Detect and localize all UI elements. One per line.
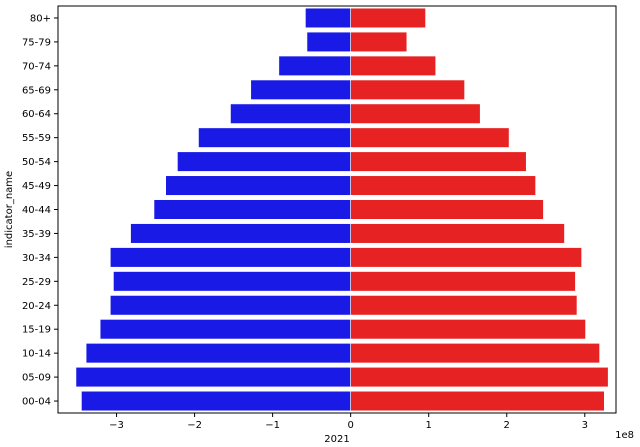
y-tick-label: 15-19 — [22, 325, 51, 336]
x-tick-label: 0 — [347, 420, 353, 431]
x-tick-label: 2 — [504, 420, 510, 431]
bar-right-35-39 — [350, 223, 565, 244]
bar-left-20-24 — [109, 295, 351, 316]
bar-left-80+ — [305, 7, 351, 29]
bar-right-30-34 — [350, 247, 582, 268]
y-tick-label: 30-34 — [22, 253, 51, 264]
bar-right-20-24 — [350, 295, 578, 316]
y-tick-label: 55-59 — [22, 133, 51, 144]
bar-left-10-14 — [85, 343, 351, 364]
bar-left-40-44 — [153, 199, 351, 220]
bar-right-45-49 — [350, 175, 536, 196]
y-tick-label: 60-64 — [22, 109, 51, 120]
bar-right-50-54 — [350, 151, 527, 172]
y-tick-label: 75-79 — [22, 37, 51, 48]
bar-left-55-59 — [198, 127, 351, 148]
y-tick-label: 10-14 — [22, 349, 51, 360]
y-tick-label: 70-74 — [22, 61, 51, 72]
bar-left-65-69 — [250, 79, 351, 100]
y-tick-label: 20-24 — [22, 301, 51, 312]
bar-left-70-74 — [278, 55, 351, 76]
bar-right-80+ — [350, 7, 426, 29]
y-tick-label: 65-69 — [22, 85, 51, 96]
bar-left-75-79 — [306, 31, 351, 53]
bar-right-65-69 — [350, 79, 465, 100]
y-tick-label: 40-44 — [22, 205, 51, 216]
y-tick-label: 50-54 — [22, 157, 51, 168]
y-tick-label: 80+ — [30, 13, 51, 24]
y-tick-label: 45-49 — [22, 181, 51, 192]
bar-right-55-59 — [350, 127, 510, 148]
bar-left-50-54 — [177, 151, 351, 172]
bar-right-00-04 — [350, 390, 605, 412]
bar-right-40-44 — [350, 199, 544, 220]
ticks-layer: 80+ 75-79 70-74 65-69 60-64 55-59 50-54 45-49 40… — [22, 13, 588, 431]
bar-right-25-29 — [350, 271, 576, 292]
plot-frame — [57, 5, 617, 414]
bar-left-15-19 — [99, 319, 351, 340]
bar-right-70-74 — [350, 55, 437, 76]
y-tick-label: 25-29 — [22, 277, 51, 288]
y-tick-label: 05-09 — [22, 373, 51, 384]
bar-left-00-04 — [81, 390, 351, 412]
bar-right-15-19 — [350, 319, 586, 340]
bar-left-25-29 — [113, 271, 351, 292]
bars-layer — [75, 7, 609, 412]
bar-right-75-79 — [350, 31, 408, 53]
y-tick-label: 35-39 — [22, 229, 51, 240]
bar-left-35-39 — [130, 223, 351, 244]
x-axis-offset-text: 1e8 — [615, 430, 634, 441]
x-tick-label: 1 — [426, 420, 432, 431]
bar-right-60-64 — [350, 103, 481, 124]
x-tick-label: 3 — [582, 420, 588, 431]
bar-left-30-34 — [109, 247, 351, 268]
x-tick-label: −3 — [109, 420, 124, 431]
bar-left-60-64 — [230, 103, 351, 124]
bar-right-10-14 — [350, 343, 600, 364]
bar-right-05-09 — [350, 366, 609, 388]
y-axis-title: indicator_name — [4, 171, 15, 248]
x-axis-title: 2021 — [324, 434, 349, 445]
bar-left-45-49 — [165, 175, 351, 196]
bar-left-05-09 — [75, 366, 351, 388]
x-tick-label: −1 — [265, 420, 280, 431]
x-tick-label: −2 — [187, 420, 202, 431]
y-tick-label: 00-04 — [22, 397, 51, 408]
